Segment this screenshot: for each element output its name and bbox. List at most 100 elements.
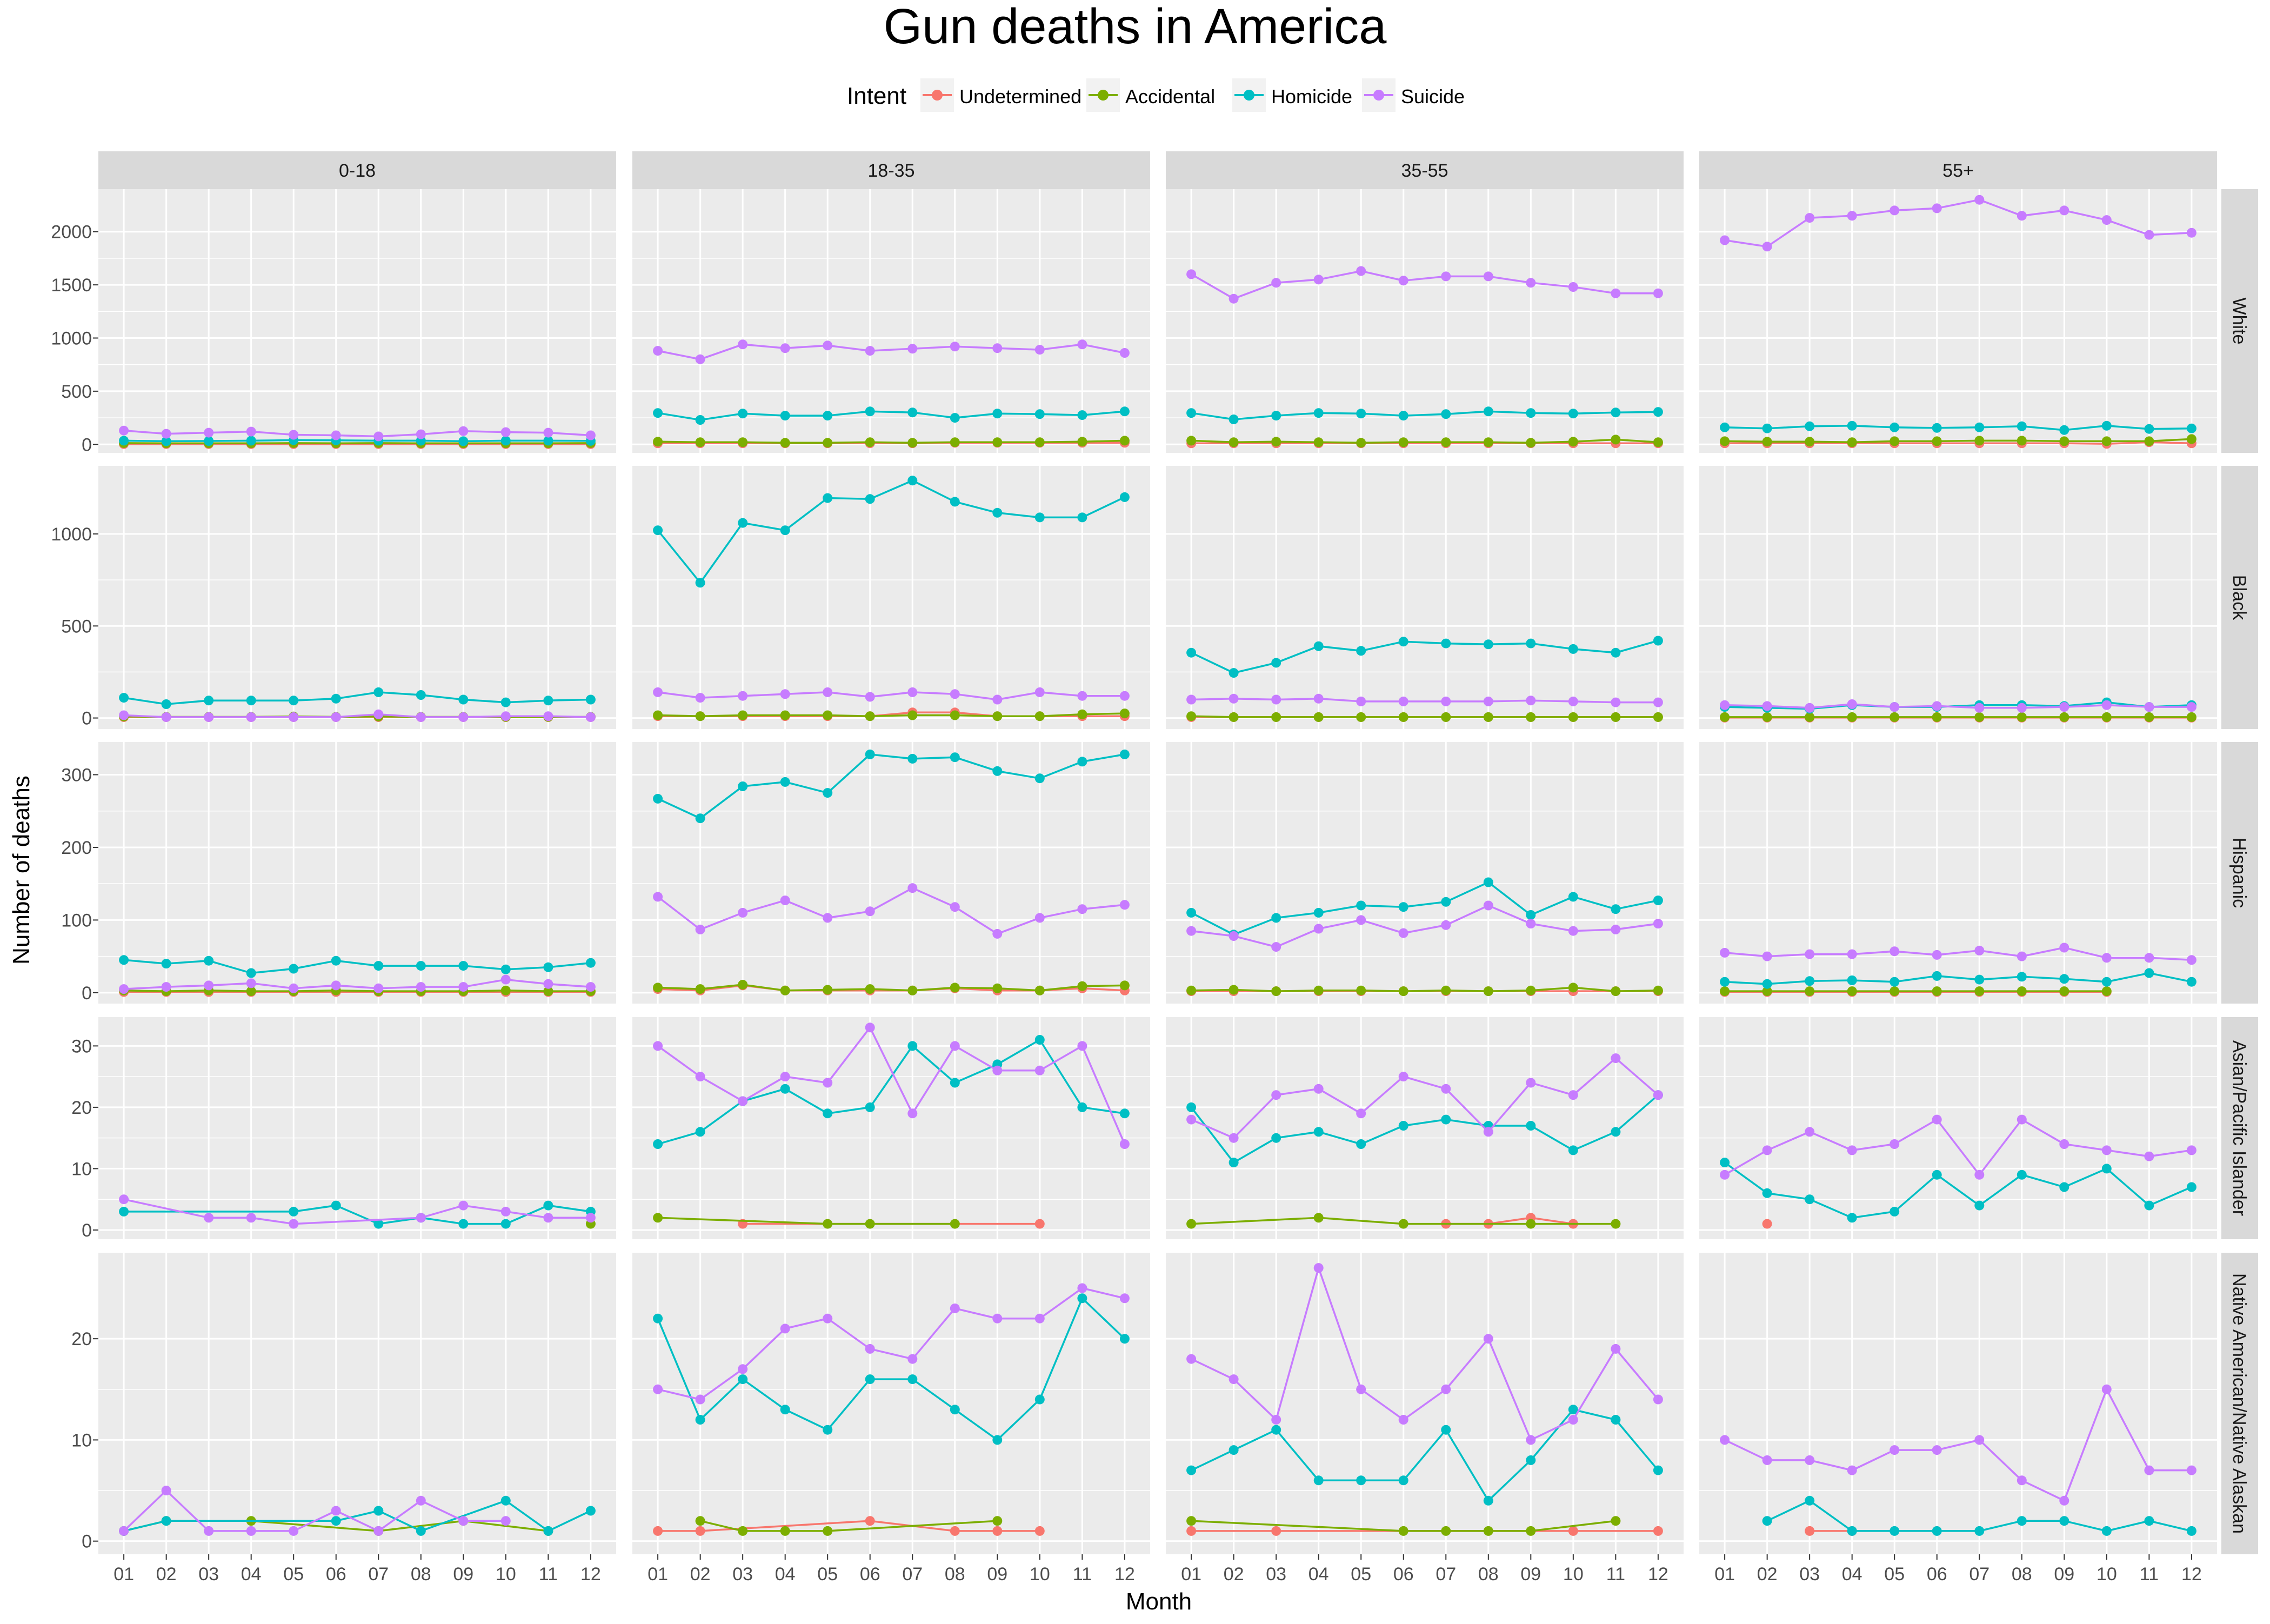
series-suicide-hispanic-55-point (1720, 948, 1730, 958)
series-suicide-native-american-native-alaskan-55-point (1762, 1455, 1772, 1465)
series-suicide-black-18-35-point (1035, 687, 1045, 697)
series-suicide-native-american-native-alaskan-0-18-point (246, 1526, 256, 1536)
series-homicide-hispanic-55-point (2017, 972, 2027, 981)
series-accidental-black-55-point (2059, 712, 2069, 722)
series-homicide-hispanic-18-35-point (950, 752, 960, 762)
series-suicide-native-american-native-alaskan-55-point (1974, 1435, 1984, 1445)
x-tick-label: 11 (539, 1564, 558, 1585)
series-accidental-black-55-point (1847, 712, 1857, 722)
series-homicide-black-18-35-point (780, 525, 790, 535)
series-suicide-white-35-55-point (1271, 278, 1281, 288)
panel-bg-white-55 (1699, 189, 2217, 453)
series-suicide-native-american-native-alaskan-55-point (1805, 1455, 1814, 1465)
series-homicide-asian-pacific-islander-35-55-point (1229, 1158, 1239, 1167)
series-accidental-black-18-35-point (1035, 711, 1045, 721)
series-homicide-hispanic-55-point (2059, 974, 2069, 984)
series-suicide-white-0-18-point (543, 428, 553, 438)
series-accidental-hispanic-18-35-point (1077, 981, 1087, 991)
series-homicide-native-american-native-alaskan-35-55-point (1526, 1455, 1535, 1465)
series-homicide-hispanic-0-18-point (543, 963, 553, 972)
series-homicide-white-55-point (1847, 421, 1857, 431)
series-homicide-black-0-18-point (204, 696, 213, 705)
series-homicide-native-american-native-alaskan-55-point (1932, 1526, 1942, 1536)
series-suicide-hispanic-0-18-point (246, 978, 256, 988)
series-suicide-asian-pacific-islander-55-point (2144, 1152, 2154, 1161)
series-suicide-hispanic-18-35-point (992, 929, 1002, 939)
series-suicide-asian-pacific-islander-35-55-point (1526, 1078, 1535, 1088)
series-homicide-hispanic-35-55-point (1186, 908, 1196, 918)
series-accidental-hispanic-55-point (1847, 986, 1857, 996)
series-homicide-hispanic-55-point (1762, 979, 1772, 989)
series-accidental-black-35-55-point (1186, 711, 1196, 721)
series-accidental-hispanic-18-35-point (653, 983, 663, 992)
series-homicide-black-35-55-point (1314, 641, 1324, 651)
x-tick-label: 02 (1224, 1564, 1244, 1585)
series-suicide-white-0-18-point (289, 430, 298, 440)
series-homicide-black-35-55-point (1399, 637, 1408, 646)
series-accidental-black-35-55-point (1568, 712, 1578, 722)
x-tick-label: 09 (2054, 1564, 2074, 1585)
series-accidental-white-18-35-point (1077, 437, 1087, 446)
series-accidental-hispanic-35-55-point (1229, 985, 1239, 995)
series-accidental-black-55-point (1805, 712, 1814, 722)
series-suicide-native-american-native-alaskan-35-55-point (1229, 1374, 1239, 1384)
series-homicide-black-18-35-point (738, 518, 747, 528)
series-accidental-asian-pacific-islander-35-55-point (1314, 1213, 1324, 1222)
x-tick-label: 11 (1606, 1564, 1625, 1585)
series-accidental-black-55-point (1974, 712, 1984, 722)
x-tick-label: 06 (860, 1564, 880, 1585)
series-undetermined-native-american-native-alaskan-35-55-point (1568, 1526, 1578, 1536)
series-suicide-black-18-35-point (1120, 691, 1130, 701)
series-accidental-asian-pacific-islander-18-35-point (823, 1219, 832, 1229)
series-undetermined-native-american-native-alaskan-18-35-point (950, 1526, 960, 1536)
series-suicide-black-0-18-point (543, 711, 553, 721)
y-tick-label: 2000 (51, 222, 92, 243)
series-suicide-native-american-native-alaskan-55-point (2144, 1466, 2154, 1475)
row-strip-label-hispanic: Hispanic (2229, 838, 2249, 908)
series-accidental-white-35-55-point (1526, 438, 1535, 447)
series-homicide-hispanic-55-point (1932, 971, 1942, 981)
series-homicide-white-18-35-point (1120, 406, 1130, 416)
series-suicide-white-18-35-point (696, 355, 705, 364)
series-suicide-asian-pacific-islander-0-18-point (543, 1213, 553, 1222)
strip-label-55: 55+ (1942, 161, 1974, 181)
series-homicide-asian-pacific-islander-55-point (1762, 1188, 1772, 1198)
series-homicide-white-0-18-point (246, 436, 256, 445)
series-suicide-asian-pacific-islander-55-point (1762, 1145, 1772, 1155)
series-suicide-native-american-native-alaskan-35-55-point (1271, 1415, 1281, 1425)
series-suicide-native-american-native-alaskan-0-18-point (373, 1526, 383, 1536)
series-accidental-black-55-point (1762, 712, 1772, 722)
x-tick-label: 12 (580, 1564, 601, 1585)
series-accidental-hispanic-18-35-point (907, 986, 917, 995)
series-suicide-asian-pacific-islander-0-18-point (246, 1213, 256, 1222)
series-homicide-native-american-native-alaskan-55-point (2102, 1526, 2112, 1536)
series-homicide-white-35-55-point (1186, 408, 1196, 418)
x-tick-label: 04 (775, 1564, 796, 1585)
series-suicide-white-0-18-point (119, 426, 129, 436)
series-accidental-hispanic-55-point (1890, 986, 1899, 996)
series-accidental-asian-pacific-islander-18-35-point (865, 1219, 875, 1229)
series-suicide-black-0-18-point (586, 712, 596, 722)
series-accidental-white-55-point (2102, 436, 2112, 446)
series-suicide-white-0-18-point (416, 430, 426, 439)
panel-bg-asian-pacific-islander-0-18 (98, 1017, 616, 1239)
x-tick-label: 03 (1266, 1564, 1286, 1585)
series-homicide-black-18-35-point (696, 578, 705, 587)
series-suicide-black-0-18-point (162, 712, 171, 722)
series-homicide-native-american-native-alaskan-55-point (1890, 1526, 1899, 1536)
series-suicide-native-american-native-alaskan-18-35-point (907, 1354, 917, 1364)
series-homicide-hispanic-18-35-point (780, 777, 790, 787)
series-suicide-white-18-35-point (653, 346, 663, 356)
series-suicide-black-55-point (1762, 701, 1772, 711)
series-suicide-hispanic-55-point (2017, 952, 2027, 961)
series-accidental-black-18-35-point (907, 711, 917, 720)
series-suicide-black-55-point (1720, 700, 1730, 710)
series-accidental-hispanic-18-35-point (992, 984, 1002, 993)
series-suicide-native-american-native-alaskan-55-point (2187, 1466, 2196, 1475)
series-suicide-black-55-point (1890, 702, 1899, 712)
series-suicide-asian-pacific-islander-0-18-point (416, 1213, 426, 1222)
series-suicide-hispanic-0-18-point (416, 982, 426, 992)
series-homicide-asian-pacific-islander-18-35-point (865, 1102, 875, 1112)
series-suicide-native-american-native-alaskan-55-point (1847, 1466, 1857, 1475)
